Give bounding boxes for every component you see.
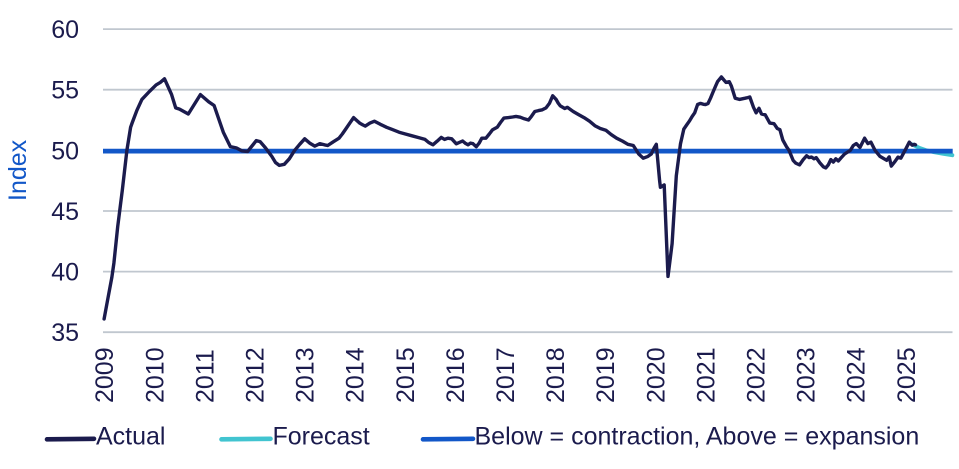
svg-text:Actual: Actual (96, 423, 165, 451)
svg-text:2010: 2010 (141, 347, 169, 403)
svg-text:2013: 2013 (292, 347, 320, 403)
svg-text:2024: 2024 (843, 347, 871, 403)
svg-text:2025: 2025 (893, 347, 921, 403)
svg-text:2021: 2021 (692, 347, 720, 403)
svg-text:55: 55 (51, 77, 79, 105)
svg-text:2011: 2011 (191, 349, 219, 403)
svg-text:2019: 2019 (592, 347, 620, 403)
svg-text:2020: 2020 (642, 347, 670, 403)
svg-text:45: 45 (51, 198, 79, 226)
svg-text:2009: 2009 (91, 347, 119, 403)
svg-text:2023: 2023 (793, 347, 821, 403)
svg-text:2018: 2018 (542, 347, 570, 403)
svg-text:Forecast: Forecast (273, 423, 370, 451)
svg-text:50: 50 (51, 137, 79, 165)
svg-text:2016: 2016 (442, 347, 470, 403)
svg-text:2022: 2022 (743, 347, 771, 403)
svg-text:Index: Index (4, 139, 32, 201)
svg-text:60: 60 (51, 16, 79, 44)
svg-text:Below = contraction, Above = e: Below = contraction, Above = expansion (475, 423, 920, 451)
svg-text:40: 40 (51, 259, 79, 287)
svg-text:35: 35 (51, 319, 79, 347)
svg-text:2017: 2017 (492, 347, 520, 403)
svg-text:2015: 2015 (392, 347, 420, 403)
svg-text:2014: 2014 (342, 347, 370, 403)
svg-text:2012: 2012 (242, 347, 270, 403)
